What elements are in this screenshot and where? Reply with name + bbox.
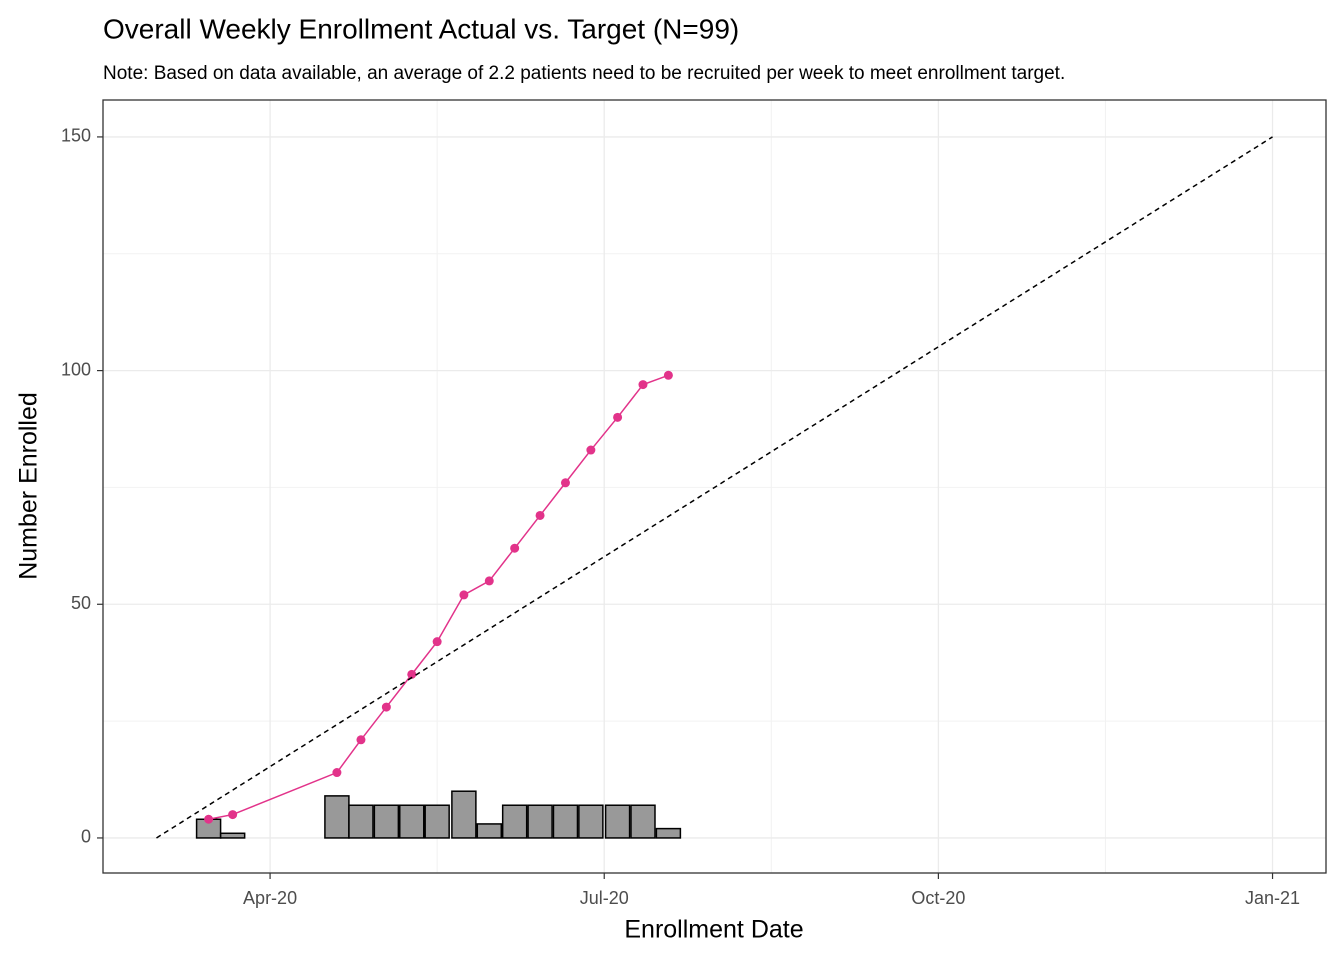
actual-point: [407, 669, 417, 679]
y-tick-label: 50: [71, 593, 91, 613]
bar: [348, 804, 374, 839]
chart-subtitle: Note: Based on data available, an averag…: [103, 63, 1065, 84]
x-tick-label: Apr-20: [243, 888, 297, 908]
chart-title: Overall Weekly Enrollment Actual vs. Tar…: [103, 13, 739, 44]
actual-point: [535, 510, 545, 520]
bar: [399, 804, 425, 839]
actual-point: [356, 735, 366, 745]
bar: [527, 804, 553, 839]
actual-line: [208, 374, 669, 820]
y-axis-label: Number Enrolled: [15, 392, 43, 580]
actual-point: [510, 543, 520, 553]
bar: [501, 804, 528, 839]
actual-point: [204, 814, 214, 824]
plot-border: [102, 99, 1327, 874]
bar: [219, 832, 246, 839]
y-tick-label: 100: [61, 359, 91, 379]
bar: [552, 804, 579, 839]
bar: [630, 804, 656, 839]
actual-point: [432, 637, 442, 647]
actual-point: [613, 412, 623, 422]
bar: [604, 804, 631, 839]
actual-point: [586, 445, 596, 455]
bar: [655, 827, 682, 839]
actual-point: [638, 380, 648, 390]
bar: [451, 790, 477, 839]
actual-point: [381, 702, 391, 712]
bar: [324, 795, 350, 839]
actual-point: [459, 590, 469, 600]
target-line: [156, 136, 1273, 839]
y-tick-label: 0: [81, 827, 91, 847]
x-tick-label: Jan-21: [1245, 888, 1300, 908]
x-axis-label: Enrollment Date: [624, 916, 803, 944]
actual-point: [332, 768, 342, 778]
actual-point: [663, 370, 673, 380]
bar: [424, 804, 450, 839]
x-tick-label: Oct-20: [911, 888, 965, 908]
y-tick-label: 150: [61, 126, 91, 146]
actual-point: [484, 576, 494, 586]
actual-point: [560, 478, 570, 488]
actual-point: [228, 810, 238, 820]
x-tick-label: Jul-20: [580, 888, 629, 908]
bar: [373, 804, 400, 839]
bar: [476, 823, 503, 839]
bar: [578, 804, 604, 839]
